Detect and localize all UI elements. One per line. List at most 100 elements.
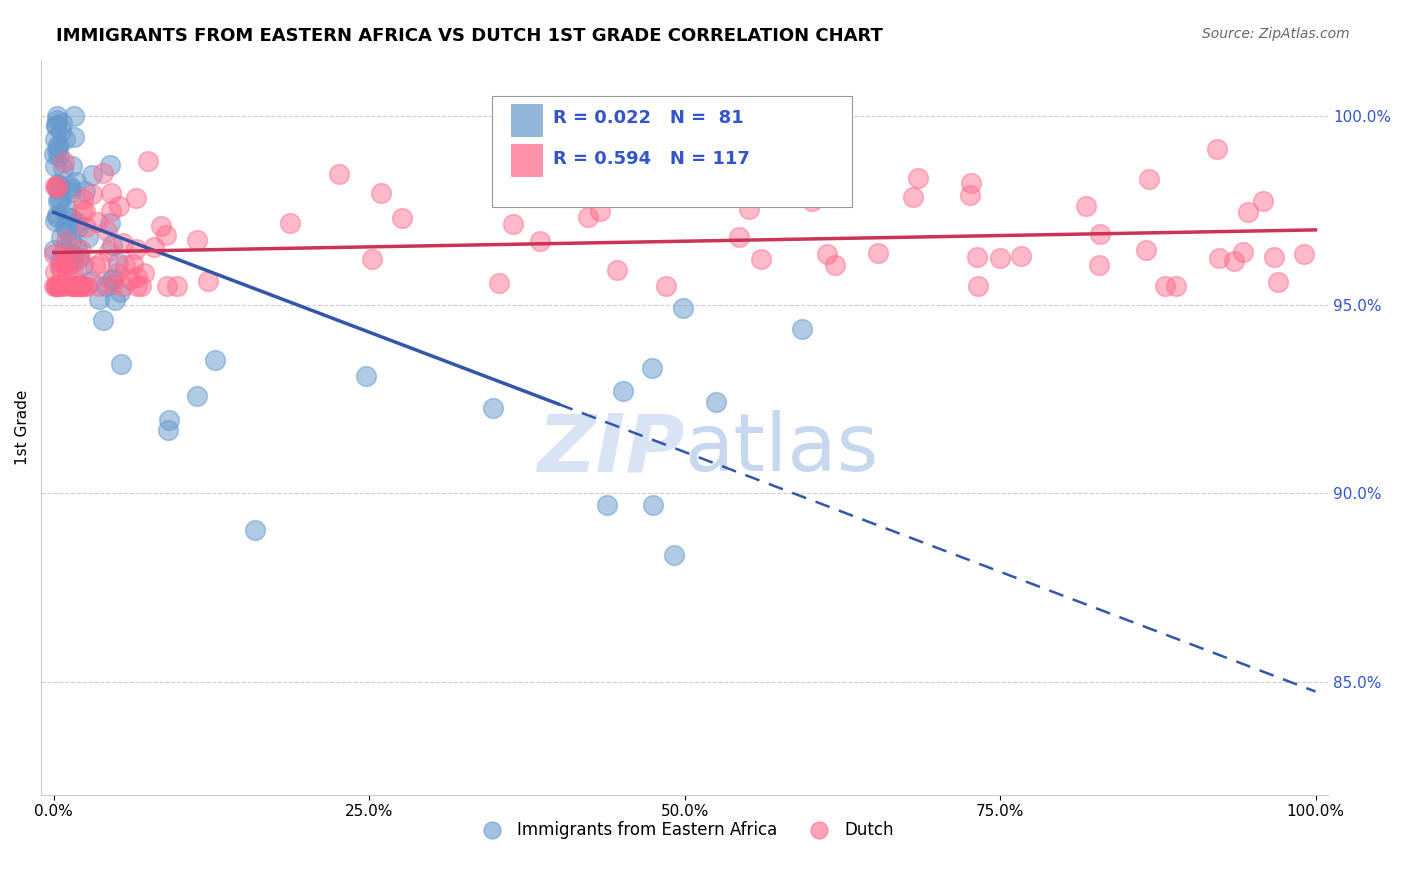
Point (155, 228, 177, 243)
Point (44, 159, 66, 173)
Point (89, 256, 111, 270)
Point (49, 192, 72, 206)
Point (65, 175, 87, 189)
Point (53, 132, 76, 146)
Legend: Immigrants from Eastern Africa, Dutch: Immigrants from Eastern Africa, Dutch (470, 814, 900, 846)
Point (67, 277, 90, 291)
Point (44, 265, 66, 279)
Point (91, 312, 114, 326)
Point (1076, 199, 1098, 213)
Point (73, 184, 96, 198)
Point (45, 278, 67, 293)
Point (60, 185, 83, 199)
Point (49, 260, 72, 274)
Point (46, 182, 69, 196)
Point (907, 171, 929, 186)
Point (44, 278, 66, 293)
Point (758, 190, 780, 204)
Point (101, 271, 124, 285)
Point (45, 145, 67, 159)
Point (107, 256, 129, 270)
Point (55, 234, 77, 248)
Point (51, 116, 73, 130)
Point (100, 204, 122, 219)
Point (641, 360, 664, 375)
Point (69, 278, 91, 293)
Point (1206, 142, 1229, 156)
Text: Source: ZipAtlas.com: Source: ZipAtlas.com (1202, 27, 1350, 41)
Point (66, 241, 89, 255)
Point (67, 250, 90, 264)
Point (65, 215, 87, 229)
Point (589, 204, 612, 219)
Point (127, 278, 149, 293)
Point (63, 268, 86, 282)
Point (45, 209, 67, 223)
Point (45, 180, 67, 194)
Point (122, 257, 145, 271)
Point (45, 119, 67, 133)
Bar (510, 145, 543, 178)
Point (55, 257, 77, 271)
Point (672, 301, 695, 316)
Point (96, 224, 118, 238)
Point (728, 229, 751, 244)
Point (204, 353, 226, 368)
Point (70, 243, 93, 257)
Point (186, 234, 208, 248)
Point (790, 322, 813, 336)
Point (1267, 275, 1289, 289)
Point (80, 274, 103, 288)
Point (46, 278, 69, 293)
Point (1223, 253, 1246, 268)
Point (46, 140, 69, 154)
Point (44, 132, 66, 146)
Point (80, 168, 103, 182)
Text: R = 0.594   N = 117: R = 0.594 N = 117 (554, 150, 751, 168)
Point (44, 178, 66, 193)
Point (101, 277, 124, 291)
Point (186, 389, 208, 403)
Point (70, 202, 93, 217)
Point (83, 260, 105, 274)
Point (63, 278, 86, 293)
Point (114, 258, 136, 272)
Point (391, 211, 413, 226)
Point (100, 273, 122, 287)
Point (91, 166, 114, 180)
Point (45, 210, 67, 224)
Point (1088, 227, 1111, 241)
Point (104, 293, 127, 308)
Point (868, 246, 890, 260)
Point (157, 424, 180, 438)
Point (44, 243, 66, 257)
Point (243, 523, 266, 537)
Point (988, 251, 1011, 265)
Point (59, 248, 82, 262)
Point (46, 112, 69, 127)
Text: IMMIGRANTS FROM EASTERN AFRICA VS DUTCH 1ST GRADE CORRELATION CHART: IMMIGRANTS FROM EASTERN AFRICA VS DUTCH … (56, 27, 883, 45)
Point (53, 155, 76, 169)
Point (1137, 172, 1160, 186)
Point (502, 217, 524, 231)
Point (51, 262, 73, 277)
Point (1263, 251, 1285, 265)
Point (53, 220, 76, 235)
Point (44, 247, 66, 261)
Point (120, 271, 142, 285)
Point (704, 394, 727, 409)
Point (197, 274, 219, 288)
Point (960, 177, 983, 191)
Point (60, 159, 83, 173)
Point (132, 266, 155, 280)
Point (1010, 249, 1032, 263)
Point (48, 278, 70, 293)
Point (63, 109, 86, 123)
Point (110, 357, 132, 371)
Point (100, 186, 122, 201)
Point (46, 177, 69, 191)
Point (143, 240, 166, 254)
Point (48, 192, 70, 206)
Point (89, 278, 111, 293)
Point (156, 278, 179, 293)
